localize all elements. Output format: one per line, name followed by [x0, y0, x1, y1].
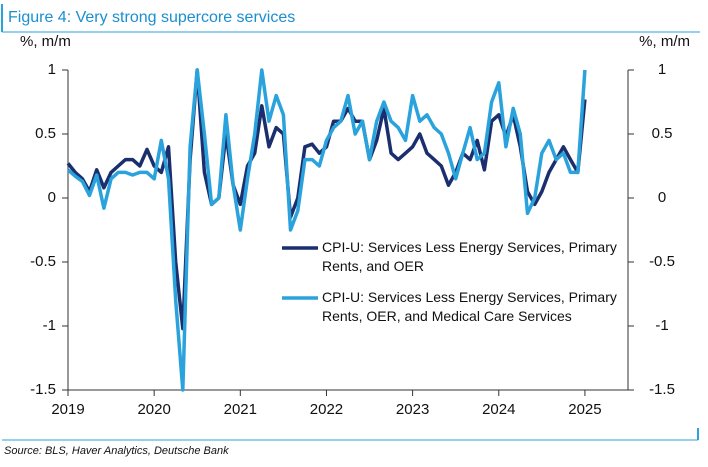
- y-tick-label: -1.5: [30, 381, 56, 398]
- legend-label: CPI-U: Services Less Energy Services, Pr…: [322, 239, 617, 274]
- x-tick-label: 2020: [137, 401, 170, 418]
- y2-tick-label: -0.5: [649, 253, 675, 270]
- legend-label: CPI-U: Services Less Energy Services, Pr…: [322, 289, 617, 324]
- x-tick-label: 2025: [568, 401, 601, 418]
- y-tick-label: 0: [48, 189, 56, 206]
- series-line: [66, 68, 587, 392]
- y2-tick-label: -1: [655, 317, 668, 334]
- x-tick-label: 2023: [396, 401, 429, 418]
- x-tick-label: 2024: [482, 401, 515, 418]
- y-tick-label: 0.5: [35, 125, 56, 142]
- y-tick-label: 1: [48, 61, 56, 78]
- y2-axis-label: %, m/m: [639, 33, 690, 50]
- y2-tick-label: 1: [658, 61, 666, 78]
- chart-title: Figure 4: Very strong supercore services: [8, 9, 295, 26]
- x-tick-label: 2021: [224, 401, 257, 418]
- y2-tick-label: 0.5: [652, 125, 673, 142]
- y2-tick-label: -1.5: [649, 381, 675, 398]
- x-tick-label: 2019: [51, 401, 84, 418]
- y2-tick-label: 0: [658, 189, 666, 206]
- x-tick-label: 2022: [310, 401, 343, 418]
- y-axis-label: %, m/m: [20, 33, 71, 50]
- source: Source: BLS, Haver Analytics, Deutsche B…: [4, 445, 229, 457]
- y-tick-label: -0.5: [30, 253, 56, 270]
- y-tick-label: -1: [43, 317, 56, 334]
